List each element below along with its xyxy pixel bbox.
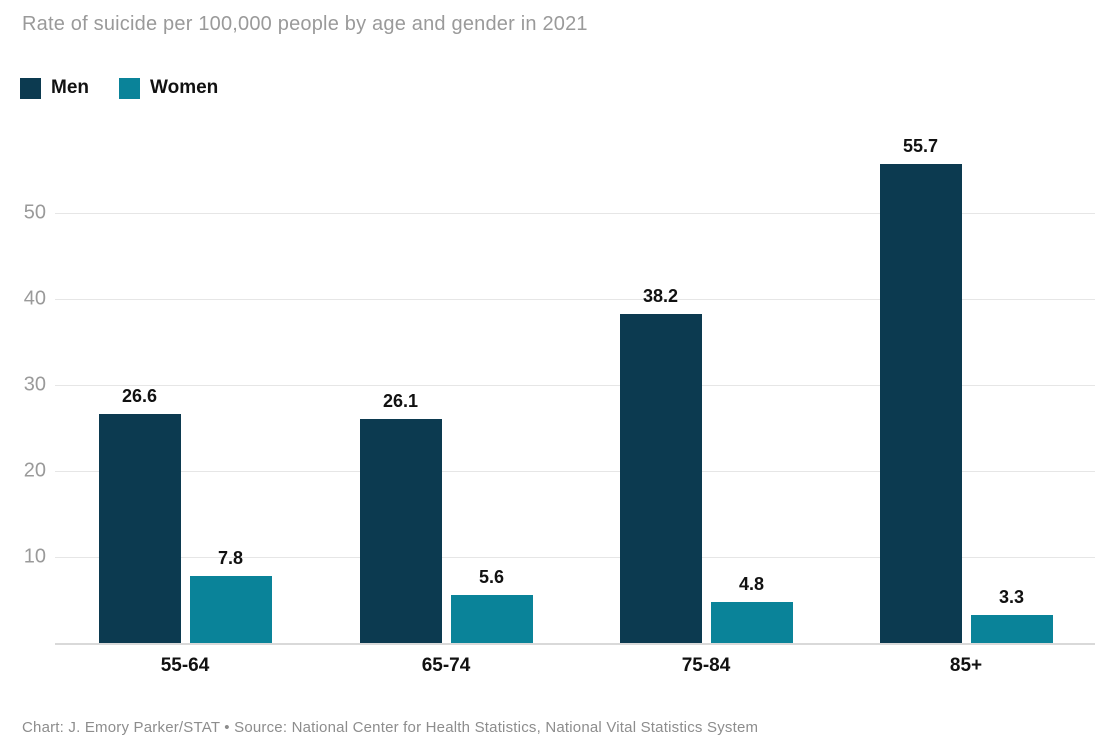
x-axis-category-label-75-84: 75-84	[681, 655, 731, 676]
y-axis-tick-label: 20	[23, 459, 46, 482]
x-axis-line	[55, 643, 1095, 645]
y-gridline	[55, 213, 1095, 214]
bar-women-65-74	[450, 594, 533, 643]
legend-label-women: Women	[150, 77, 219, 98]
source-credit: Chart: J. Emory Parker/STAT • Source: Na…	[22, 719, 759, 736]
y-gridline	[55, 471, 1095, 472]
bar-men-85+	[879, 163, 962, 643]
y-axis-tick-label: 10	[23, 545, 46, 568]
legend-item-men: Men	[20, 77, 89, 99]
value-label-men-85+: 55.7	[902, 135, 939, 156]
x-axis-category-label-85+: 85+	[949, 655, 983, 676]
chart-title: Rate of suicide per 100,000 people by ag…	[22, 13, 588, 35]
legend-label-men: Men	[51, 77, 89, 98]
bar-men-75-84	[619, 314, 702, 643]
value-label-women-85+: 3.3	[998, 586, 1025, 607]
y-axis-tick-label: 40	[23, 287, 46, 310]
y-gridline	[55, 299, 1095, 300]
bar-men-55-64	[98, 414, 181, 643]
x-axis-category-label-55-64: 55-64	[160, 655, 210, 676]
bar-women-75-84	[710, 601, 793, 643]
chart-legend: Men Women	[20, 77, 218, 99]
bar-men-65-74	[359, 418, 442, 643]
value-label-women-55-64: 7.8	[217, 547, 244, 568]
x-axis-category-label-65-74: 65-74	[421, 655, 471, 676]
value-label-men-55-64: 26.6	[121, 386, 158, 407]
value-label-men-75-84: 38.2	[642, 286, 679, 307]
y-gridline	[55, 385, 1095, 386]
y-axis-tick-label: 50	[23, 201, 46, 224]
bar-women-85+	[970, 614, 1053, 643]
value-label-women-65-74: 5.6	[478, 566, 505, 587]
y-gridline	[55, 557, 1095, 558]
value-label-men-65-74: 26.1	[382, 390, 419, 411]
men-swatch-icon	[20, 77, 41, 99]
legend-item-women: Women	[119, 77, 218, 99]
women-swatch-icon	[119, 77, 140, 99]
bar-women-55-64	[189, 575, 272, 643]
y-axis-tick-label: 30	[23, 373, 46, 396]
value-label-women-75-84: 4.8	[738, 573, 765, 594]
